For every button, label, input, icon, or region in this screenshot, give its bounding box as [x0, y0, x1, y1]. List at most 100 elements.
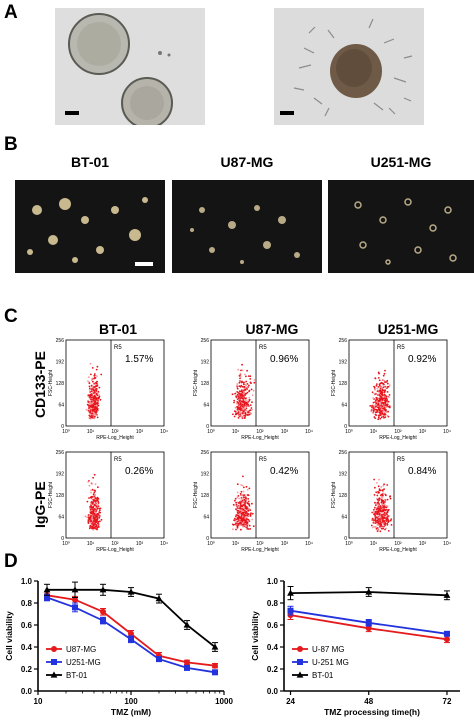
flow-dot: [376, 510, 378, 513]
flow-plot: R50.42% 0 64 128 192 256 10⁰ 10¹ 10² 10³ 10⁴ RPE-Lo…: [193, 450, 313, 553]
flow-dot: [239, 521, 242, 523]
flow-dot: [233, 401, 235, 404]
flow-dot: [232, 413, 234, 416]
flow-dot: [241, 484, 244, 487]
flow-dot: [376, 498, 379, 501]
flow-dot: [87, 409, 90, 412]
flow-dot: [239, 492, 242, 495]
flow-dot: [384, 397, 386, 400]
flow-dot: [92, 411, 95, 414]
flow-dot: [245, 510, 248, 513]
flow-dot: [374, 514, 377, 517]
flow-dot: [249, 412, 251, 415]
flow-y-tick: 256: [339, 450, 348, 456]
flow-x-tick: 10⁴: [160, 429, 168, 435]
flow-x-tick: 10¹: [370, 541, 378, 547]
flow-dot: [380, 499, 383, 501]
flow-x-tick: 10⁴: [443, 541, 451, 547]
flow-dot: [376, 387, 379, 390]
flow-dot: [95, 507, 98, 510]
flow-dot: [248, 384, 250, 387]
y-tick-label: 0.2: [267, 665, 279, 674]
flow-dot: [87, 481, 90, 483]
flow-dot: [375, 527, 378, 530]
flow-dot: [94, 490, 97, 492]
flow-dot: [383, 401, 386, 404]
panel-letter-a: A: [4, 2, 18, 23]
flow-y-tick: 192: [56, 360, 65, 366]
flow-dot: [241, 391, 244, 393]
flow-dot: [89, 391, 92, 393]
flow-plot: R50.96% 0 64 128 192 256 10⁰ 10¹ 10² 10³ 10⁴ RPE-Lo…: [193, 338, 313, 441]
flow-dot: [238, 385, 241, 387]
flow-dot: [384, 509, 387, 511]
flow-dot: [383, 412, 386, 415]
flow-dot: [245, 399, 248, 402]
flow-dot: [96, 518, 98, 521]
flow-dot: [87, 521, 90, 523]
flow-dot: [89, 413, 92, 416]
flow-dot: [377, 386, 380, 388]
flow-dot: [383, 390, 386, 393]
flow-dot: [233, 504, 236, 507]
flow-dot: [381, 397, 384, 400]
flow-dot: [379, 382, 382, 385]
flow-dot: [375, 384, 378, 387]
gate-label: R5: [259, 457, 267, 463]
flow-dot: [242, 392, 245, 395]
flow-dot: [244, 502, 247, 505]
flow-dot: [380, 413, 382, 415]
flow-dot: [89, 518, 91, 521]
flow-dot: [387, 385, 390, 388]
flow-dot: [239, 403, 242, 405]
flow-x-tick: 10⁴: [305, 429, 313, 435]
flow-dot: [245, 409, 248, 412]
flow-dot: [246, 522, 248, 524]
flow-dot: [92, 528, 95, 531]
flow-dot: [377, 377, 380, 379]
flow-dot: [372, 401, 375, 404]
flow-dot: [242, 397, 245, 400]
flow-dot: [374, 506, 376, 509]
flow-dot: [238, 381, 241, 384]
flow-dot: [95, 382, 98, 385]
flow-dot: [89, 393, 92, 396]
flow-dot: [372, 519, 374, 521]
flow-dot: [246, 369, 249, 372]
flow-dot: [248, 409, 251, 412]
flow-dot: [247, 498, 250, 500]
flow-dot: [378, 384, 381, 387]
flow-dot: [236, 383, 239, 385]
flow-dot: [386, 400, 389, 402]
flow-dot: [90, 506, 93, 509]
flow-dot: [384, 369, 386, 372]
flow-dot: [386, 508, 388, 511]
flow-dot: [241, 403, 244, 406]
flow-dot: [380, 416, 383, 419]
data-point: [211, 643, 219, 650]
flow-dot: [378, 518, 380, 521]
flow-dot: [377, 403, 379, 406]
flow-x-tick: 10³: [281, 541, 289, 547]
flow-x-axis-label: RPE-Log_Height: [96, 435, 134, 441]
data-point: [99, 586, 107, 593]
flow-dot: [385, 411, 388, 414]
panel-b-title-u87: U87-MG: [220, 154, 274, 170]
flow-dot: [248, 405, 250, 407]
flow-y-tick: 64: [341, 515, 347, 521]
chart-tmz-dose: 0.0 0.2 0.4 0.6 0.8 1.0 10 100 1000 TMZ (mM) Cell …: [4, 577, 233, 717]
panel-c-title-u251: U251-MG: [377, 321, 439, 337]
flow-dot: [382, 379, 385, 382]
flow-dot: [248, 504, 251, 507]
flow-dot: [236, 387, 239, 390]
flow-dot: [236, 403, 238, 405]
flow-dot: [385, 386, 388, 389]
flow-dot: [86, 500, 89, 503]
flow-dot: [377, 485, 380, 488]
flow-dot: [85, 408, 88, 411]
data-point: [100, 617, 107, 624]
flow-dot: [86, 403, 89, 406]
data-point: [297, 659, 303, 665]
x-tick-label: 10: [34, 697, 43, 706]
flow-dot: [381, 413, 384, 415]
